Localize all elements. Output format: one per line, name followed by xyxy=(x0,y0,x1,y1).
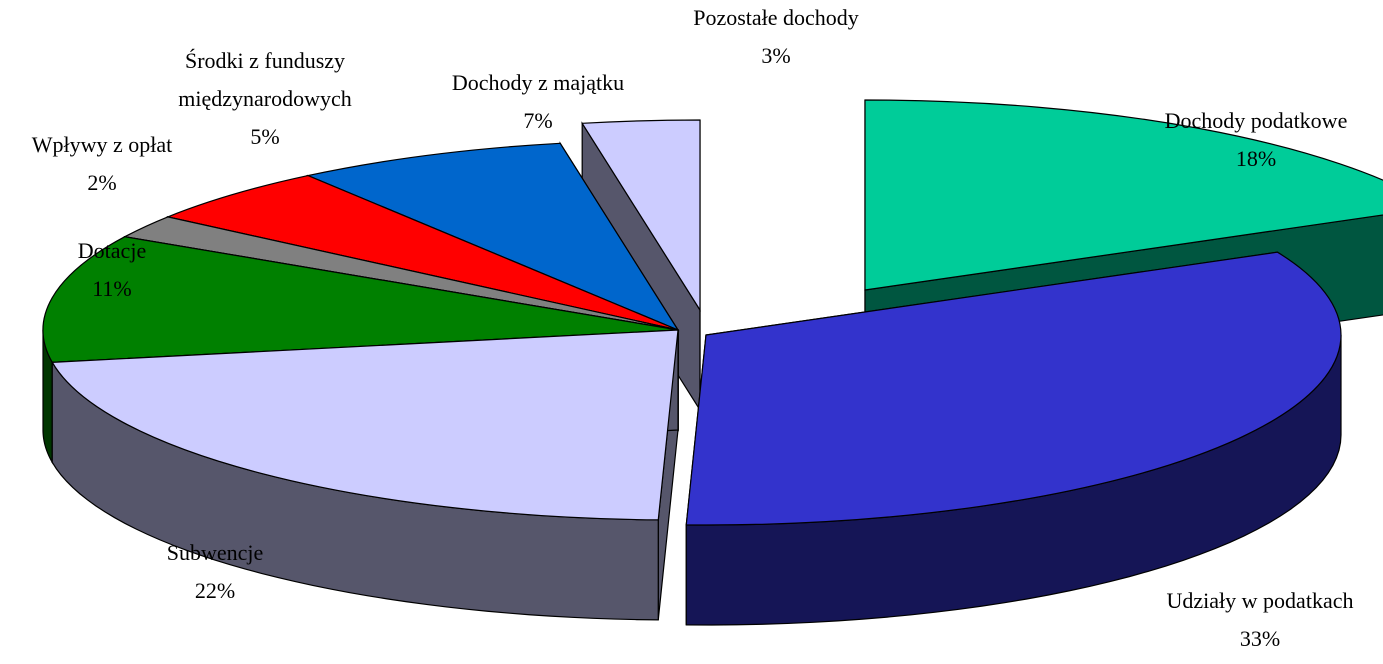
slice-label: Udziały w podatkach xyxy=(1167,588,1354,613)
slice-top xyxy=(581,119,701,313)
slice-value-label: 5% xyxy=(250,124,279,149)
slice-top xyxy=(305,142,680,332)
pie-labels: Dochody podatkowe 18% Udziały w podatkach 3… xyxy=(32,5,1354,651)
slice-top xyxy=(165,174,679,331)
slice-value-label: 18% xyxy=(1236,146,1276,171)
slice-top xyxy=(685,251,1342,526)
slice-label: Subwencje xyxy=(167,540,264,565)
slice-label: Pozostałe dochody xyxy=(693,5,859,30)
pie-slice xyxy=(51,329,679,621)
slice-label: Dochody podatkowe xyxy=(1165,108,1348,133)
slice-label: Dochody z majątku xyxy=(452,70,624,95)
slice-label: Środki z funduszy międzynarodowych xyxy=(178,48,352,111)
slice-top xyxy=(42,236,679,363)
slice-top xyxy=(864,99,1383,291)
slice-value-label: 7% xyxy=(523,108,552,133)
slice-label: Dotacje xyxy=(78,238,146,263)
slice-value-label: 22% xyxy=(195,578,235,603)
pie-slices xyxy=(42,99,1383,626)
slice-value-label: 2% xyxy=(87,170,116,195)
slice-value-label: 33% xyxy=(1240,626,1280,651)
slice-top xyxy=(51,329,679,521)
slice-label: Wpływy z opłat xyxy=(32,132,173,157)
pie-slice xyxy=(685,251,1342,626)
slice-value-label: 3% xyxy=(761,43,790,68)
slice-value-label: 11% xyxy=(92,276,132,301)
